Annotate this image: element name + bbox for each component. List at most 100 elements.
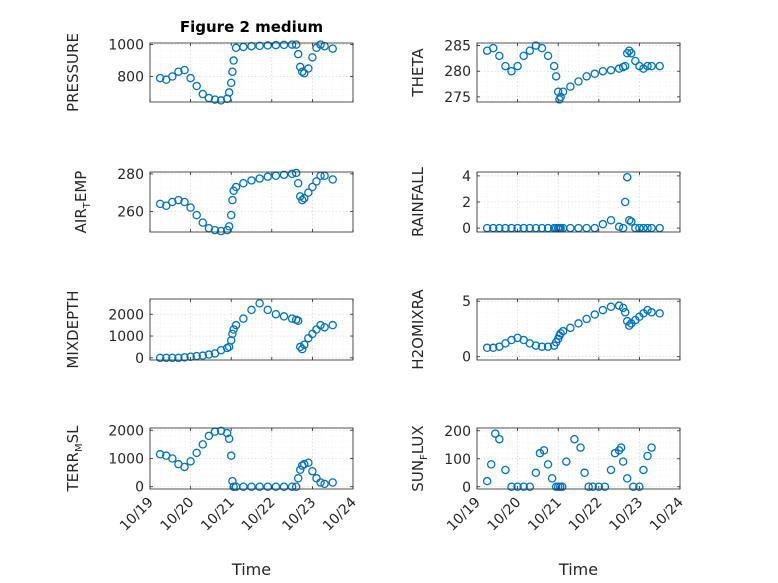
data-point	[576, 443, 585, 452]
data-point	[255, 482, 264, 491]
data-point	[590, 310, 599, 319]
data-point	[174, 67, 183, 76]
data-point	[519, 51, 528, 61]
data-point	[482, 343, 492, 353]
data-point	[495, 434, 504, 444]
subplot-8: 0 100 200 10/19 10/20 10/21 10/22 10/23 10/24 Tim…	[409, 424, 687, 579]
chart-title: Figure 2 medium	[180, 18, 323, 36]
data-point	[614, 222, 624, 232]
data-point	[643, 451, 652, 461]
axes-background	[477, 299, 680, 360]
data-point	[606, 302, 616, 312]
data-point	[224, 88, 234, 97]
data-point	[519, 482, 528, 492]
data-point	[606, 465, 616, 475]
data-point	[486, 460, 496, 469]
data-point	[192, 81, 201, 91]
axes-box	[476, 298, 681, 361]
y-tick-label: 2000	[108, 423, 144, 439]
axes-box	[476, 42, 681, 103]
data-point	[584, 482, 593, 492]
data-point	[293, 474, 303, 483]
data-point	[180, 353, 189, 362]
data-point	[279, 170, 289, 180]
data-point	[566, 323, 575, 333]
data-point	[231, 182, 241, 192]
data-point	[204, 431, 214, 441]
data-point	[263, 482, 272, 491]
x-tick-label: 10/24	[320, 494, 360, 534]
data-point	[328, 44, 337, 53]
data-point	[606, 216, 616, 225]
data-point	[622, 49, 632, 58]
data-point	[562, 457, 571, 466]
data-point	[629, 482, 638, 492]
x-axis-label: Time	[231, 560, 271, 579]
data-point	[308, 182, 317, 192]
data-point	[627, 49, 636, 58]
data-point	[255, 41, 264, 51]
data-point	[263, 41, 272, 50]
data-point	[488, 343, 498, 353]
data-point	[543, 460, 553, 469]
data-point	[556, 329, 565, 338]
data-point	[168, 72, 177, 81]
data-point	[226, 78, 236, 88]
data-point	[168, 454, 177, 463]
data-point	[297, 344, 307, 354]
y-tick-label: 1000	[108, 452, 144, 468]
axes-box	[149, 171, 354, 233]
y-tick-label: 285	[444, 39, 471, 55]
data-point	[304, 458, 313, 467]
data-point	[293, 316, 303, 326]
data-point	[271, 482, 281, 491]
y-axis-label: MIXDEPTH	[64, 290, 82, 368]
y-axis-label: THETA	[409, 48, 427, 98]
data-point	[247, 305, 256, 315]
data-point	[155, 73, 165, 83]
data-point	[308, 466, 317, 476]
data-point	[594, 482, 604, 492]
data-point	[588, 482, 597, 492]
x-tick-label: 10/23	[279, 495, 319, 535]
data-point	[525, 482, 535, 492]
y-tick-label: 5	[462, 294, 471, 310]
y-tick-label: 4	[462, 169, 471, 185]
data-point	[300, 340, 309, 349]
data-point	[228, 195, 237, 205]
data-point	[287, 169, 297, 179]
data-point	[247, 482, 256, 491]
data-point	[501, 465, 510, 475]
data-point	[295, 465, 305, 475]
data-point	[155, 450, 165, 459]
data-point	[255, 299, 264, 308]
data-point	[210, 95, 220, 104]
data-point	[655, 309, 664, 318]
data-point	[647, 308, 656, 317]
data-point	[255, 174, 264, 183]
data-point	[558, 326, 568, 336]
data-point	[495, 51, 504, 61]
data-point	[271, 40, 281, 50]
x-tick-label: 10/21	[198, 495, 238, 535]
data-point	[316, 478, 325, 487]
y-tick-label: 1000	[108, 38, 144, 54]
data-point	[168, 353, 177, 363]
data-point	[239, 482, 248, 491]
data-point	[631, 56, 640, 66]
axes-background	[150, 172, 353, 232]
data-point	[263, 172, 272, 181]
data-point	[558, 482, 567, 492]
data-point	[180, 65, 189, 75]
y-tick-label: 800	[117, 69, 144, 85]
y-axis-label: H2OMIXRA	[409, 289, 427, 370]
data-point	[316, 40, 325, 49]
data-point	[625, 46, 634, 55]
data-point	[627, 217, 636, 226]
data-point	[570, 434, 579, 444]
data-point	[229, 325, 238, 334]
data-point	[271, 309, 281, 319]
data-point	[580, 468, 589, 478]
data-point	[304, 188, 313, 197]
